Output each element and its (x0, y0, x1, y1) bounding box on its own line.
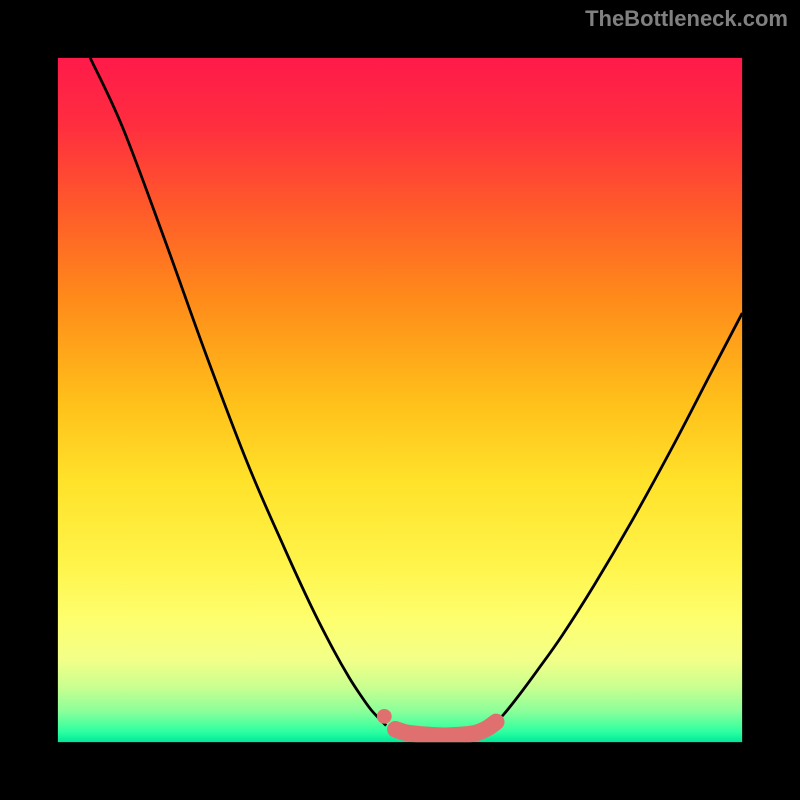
watermark-text: TheBottleneck.com (585, 6, 788, 32)
plot-area (30, 30, 770, 770)
gradient-background (58, 58, 743, 743)
marker-dot (377, 709, 392, 724)
chart-container: TheBottleneck.com (0, 0, 800, 800)
